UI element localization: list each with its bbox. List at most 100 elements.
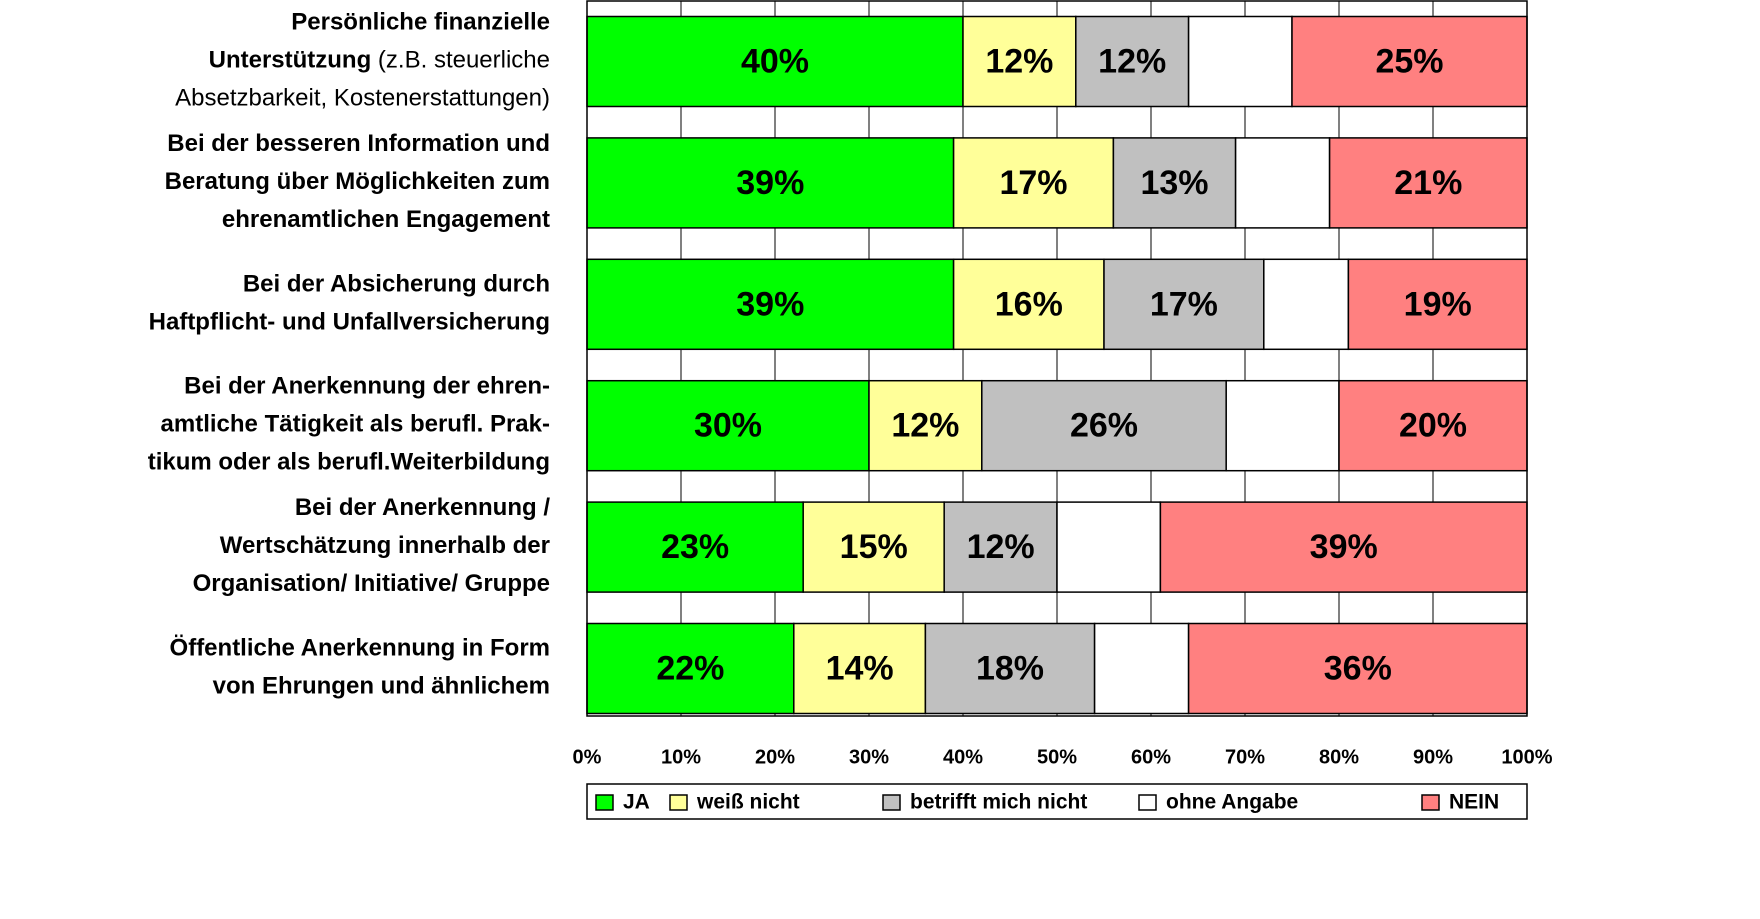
data-label: 12% [985, 42, 1053, 80]
category-label: ehrenamtlichen Engagement [222, 206, 550, 233]
category-label-part: Bei der Absicherung durch [243, 271, 550, 298]
legend-swatch [1138, 794, 1157, 811]
bar-segment [924, 622, 1096, 715]
bar-segment [1056, 501, 1162, 593]
legend-label: JA [623, 791, 650, 814]
bar-segment [1112, 137, 1237, 229]
category-label: amtliche Tätigkeit als berufl. Prak- [161, 411, 550, 438]
category-label-part: Bei der Anerkennung / [295, 494, 550, 521]
legend-label: betrifft mich nicht [910, 791, 1087, 814]
bar-segment [802, 501, 945, 593]
data-label: 20% [1399, 407, 1467, 445]
data-label: 17% [1150, 285, 1218, 323]
category-label-part: Wertschätzung innerhalb der [220, 532, 550, 559]
x-tick-label: 60% [1131, 746, 1171, 768]
category-label-part: tikum oder als berufl.Weiterbildung [148, 449, 550, 476]
bar-segment [793, 622, 927, 715]
category-label: Beratung über Möglichkeiten zum [165, 168, 550, 195]
bar-segment [1187, 622, 1528, 715]
category-label-part: Öffentliche Anerkennung in Form [170, 635, 550, 662]
x-tick-label: 10% [661, 746, 701, 768]
category-label: Haftpflicht- und Unfallversicherung [149, 309, 550, 336]
category-label-part: Haftpflicht- und Unfallversicherung [149, 309, 550, 336]
bar-segment [952, 137, 1115, 229]
legend-swatch [1421, 794, 1440, 811]
bar-segment [943, 501, 1058, 593]
category-label: von Ehrungen und ähnlichem [213, 673, 550, 700]
x-tick-label: 80% [1319, 746, 1359, 768]
category-label: Persönliche finanzielle [291, 9, 550, 36]
category-label: Bei der Anerkennung / [295, 494, 550, 521]
x-tick-label: 70% [1225, 746, 1265, 768]
data-label: 25% [1375, 42, 1443, 80]
legend-label: NEIN [1449, 791, 1499, 814]
bar-segment [1263, 258, 1350, 351]
category-label: Organisation/ Initiative/ Gruppe [193, 570, 550, 597]
data-label: 18% [976, 649, 1044, 687]
category-label-part: Absetzbarkeit, Kostenerstattungen) [175, 85, 550, 112]
bar-segment [586, 137, 955, 229]
x-tick-label: 90% [1413, 746, 1453, 768]
data-label: 30% [694, 407, 762, 445]
legend-swatch [669, 794, 688, 811]
category-label: Wertschätzung innerhalb der [220, 532, 550, 559]
x-tick-label: 30% [849, 746, 889, 768]
category-label-part: Organisation/ Initiative/ Gruppe [193, 570, 550, 597]
data-label: 39% [736, 285, 804, 323]
x-tick-label: 0% [573, 746, 602, 768]
category-label-part: Bei der besseren Information und [167, 130, 550, 157]
data-label: 12% [967, 528, 1035, 566]
bar-segment [962, 15, 1077, 108]
data-label: 16% [995, 285, 1063, 323]
x-tick-label: 40% [943, 746, 983, 768]
data-label: 14% [826, 649, 894, 687]
legend-label: weiß nicht [696, 791, 800, 814]
data-label: 15% [840, 528, 908, 566]
legend-swatch [882, 794, 901, 811]
category-label-part: amtliche Tätigkeit als berufl. Prak- [161, 411, 550, 438]
bar-segment [1159, 501, 1528, 593]
category-label-part: (z.B. steuerliche [371, 47, 550, 74]
bar-segment [981, 379, 1227, 472]
data-label: 17% [999, 164, 1067, 202]
bar-segment [586, 15, 964, 108]
plot-frame [586, 0, 1528, 717]
category-label-part: Persönliche finanzielle [291, 9, 550, 36]
bar-segment [952, 258, 1105, 351]
category-label: tikum oder als berufl.Weiterbildung [148, 449, 550, 476]
category-label-part: Unterstützung [209, 47, 372, 74]
bar-segment [1187, 15, 1293, 108]
bar-segment [1234, 137, 1331, 229]
data-label: 13% [1140, 164, 1208, 202]
data-label: 23% [661, 528, 729, 566]
category-label: Bei der besseren Information und [167, 130, 550, 157]
data-label: 12% [891, 407, 959, 445]
legend-swatch [595, 794, 614, 811]
category-label-part: Beratung über Möglichkeiten zum [165, 168, 550, 195]
data-label: 39% [1310, 528, 1378, 566]
bar-segment [586, 379, 870, 472]
bar-segment [1291, 15, 1528, 108]
legend-label: ohne Angabe [1166, 791, 1298, 814]
bar-segment [1225, 379, 1340, 472]
category-label: Öffentliche Anerkennung in Form [170, 635, 550, 662]
data-label: 40% [741, 42, 809, 80]
category-label: Bei der Absicherung durch [243, 271, 550, 298]
category-label: Unterstützung (z.B. steuerliche [209, 47, 550, 74]
data-label: 22% [656, 649, 724, 687]
bar-segment [586, 258, 955, 351]
data-label: 36% [1324, 649, 1392, 687]
category-label: Absetzbarkeit, Kostenerstattungen) [175, 85, 550, 112]
category-label-part: von Ehrungen und ähnlichem [213, 673, 550, 700]
bar-segment [868, 379, 983, 472]
bar-segment [1338, 379, 1528, 472]
legend-box [586, 783, 1528, 820]
data-label: 21% [1394, 164, 1462, 202]
category-label-part: Bei der Anerkennung der ehren- [184, 373, 550, 400]
category-label-part: ehrenamtlichen Engagement [222, 206, 550, 233]
x-tick-label: 100% [1501, 746, 1552, 768]
category-label: Bei der Anerkennung der ehren- [184, 373, 550, 400]
bar-segment [1103, 258, 1265, 351]
data-label: 12% [1098, 42, 1166, 80]
